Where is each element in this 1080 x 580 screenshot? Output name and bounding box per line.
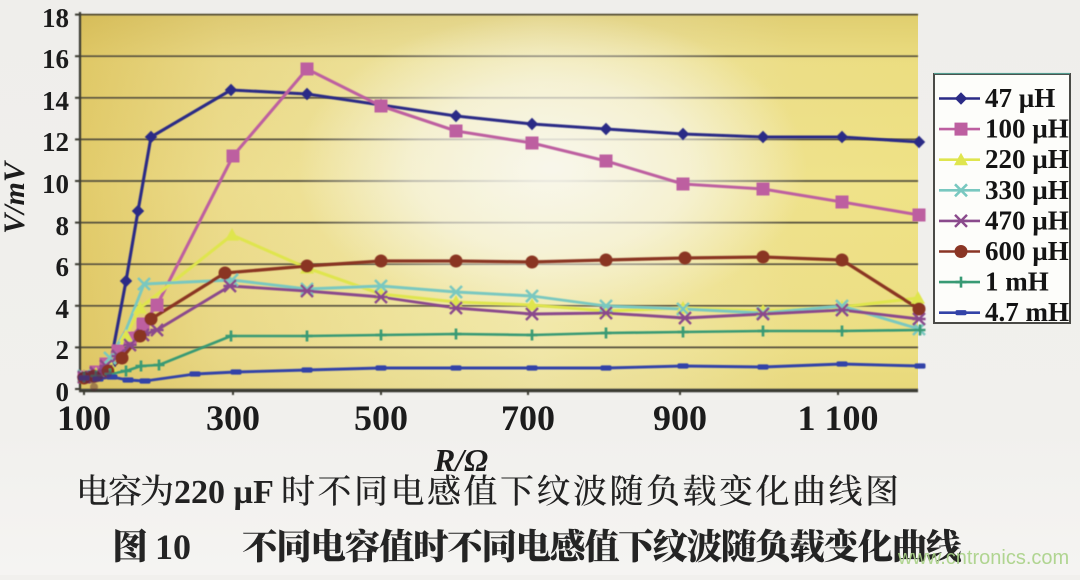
svg-text:16: 16 — [42, 44, 69, 74]
svg-text:700: 700 — [501, 398, 555, 438]
svg-text:47 µH: 47 µH — [985, 83, 1055, 113]
svg-text:300: 300 — [206, 398, 260, 438]
svg-text:10: 10 — [155, 527, 191, 567]
svg-text:www.cntronics.com: www.cntronics.com — [897, 547, 1069, 569]
svg-text:V/mV: V/mV — [0, 159, 31, 234]
svg-text:10: 10 — [42, 169, 69, 199]
svg-text:0: 0 — [56, 377, 70, 407]
svg-text:220 µH: 220 µH — [985, 144, 1069, 174]
svg-text:12: 12 — [42, 127, 69, 157]
svg-text:8: 8 — [56, 211, 70, 241]
svg-text:100 µH: 100 µH — [985, 114, 1069, 144]
svg-text:4.7 mH: 4.7 mH — [985, 297, 1069, 327]
svg-text:600 µH: 600 µH — [985, 236, 1069, 266]
svg-text:14: 14 — [42, 86, 69, 116]
svg-text:500: 500 — [354, 398, 408, 438]
svg-text:220 µF: 220 µF — [174, 474, 274, 511]
svg-text:1 mH: 1 mH — [985, 267, 1049, 297]
svg-text:18: 18 — [42, 3, 69, 33]
svg-text:4: 4 — [56, 294, 70, 324]
svg-text:100: 100 — [57, 398, 111, 438]
svg-text:R/Ω: R/Ω — [433, 442, 488, 478]
svg-text:2: 2 — [56, 335, 70, 365]
svg-text:1 100: 1 100 — [798, 398, 879, 438]
svg-text:900: 900 — [653, 398, 707, 438]
svg-text:470 µH: 470 µH — [985, 205, 1069, 235]
svg-text:6: 6 — [56, 252, 70, 282]
svg-text:330 µH: 330 µH — [985, 175, 1069, 205]
